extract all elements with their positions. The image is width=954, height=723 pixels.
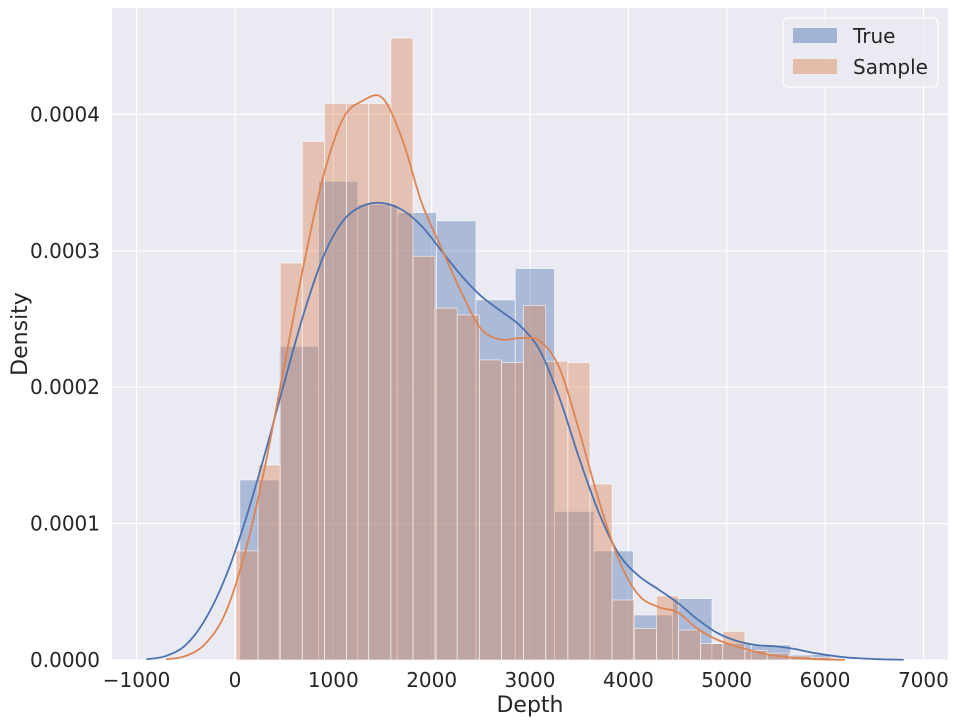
x-tick-label: 1000 <box>308 668 359 692</box>
legend-label-sample: Sample <box>853 55 928 79</box>
sample-histogram-bar <box>434 307 458 661</box>
sample-histogram-bar <box>545 360 569 661</box>
sample-histogram-bar <box>478 359 502 661</box>
sample-kde-line <box>165 94 845 661</box>
x-axis-label: Depth <box>496 693 563 718</box>
sample-histogram-bar <box>368 103 392 661</box>
sample-histogram-bar <box>678 629 702 661</box>
true-histogram-bar <box>318 180 359 661</box>
sample-histogram-bar <box>700 643 724 661</box>
x-tick-label: 7000 <box>898 668 949 692</box>
sample-histogram-bar <box>257 464 281 661</box>
legend: True Sample <box>782 17 939 88</box>
y-tick-label: 0.0003 <box>30 239 100 263</box>
y-tick-label: 0.0001 <box>30 512 100 536</box>
true-histogram-bar <box>436 220 477 661</box>
sample-histogram-bar <box>346 103 370 661</box>
x-tick-label: 3000 <box>505 668 556 692</box>
legend-box <box>782 17 939 88</box>
legend-swatch-sample <box>793 59 837 74</box>
sample-histogram-bar <box>279 262 303 661</box>
y-tick-label: 0.0004 <box>30 102 100 126</box>
sample-histogram-bar <box>655 595 679 661</box>
sample-histogram <box>235 37 834 661</box>
legend-label-true: True <box>852 24 895 48</box>
y-axis-ticks: 0.0000 0.0001 0.0002 0.0003 0.0004 <box>30 102 100 672</box>
true-histogram-bar <box>278 345 319 661</box>
y-tick-label: 0.0000 <box>30 648 100 672</box>
sample-histogram-bar <box>412 255 436 661</box>
x-tick-label: −1000 <box>103 668 171 692</box>
y-axis-label: Density <box>8 292 33 376</box>
sample-histogram-bar <box>235 550 259 661</box>
sample-histogram-bar <box>567 362 591 661</box>
x-axis-ticks: −1000 0 1000 2000 3000 4000 5000 6000 7000 <box>103 668 949 692</box>
x-tick-label: 6000 <box>800 668 851 692</box>
sample-histogram-bar <box>523 304 547 661</box>
x-tick-label: 5000 <box>701 668 752 692</box>
sample-histogram-bar <box>633 628 657 661</box>
sample-histogram-bar <box>324 103 347 661</box>
true-histogram-bar <box>632 614 674 661</box>
sample-histogram-bar <box>456 314 480 661</box>
kde-curves <box>146 94 904 661</box>
x-tick-label: 0 <box>229 668 242 692</box>
sample-histogram-bar <box>611 599 635 661</box>
x-tick-label: 2000 <box>406 668 457 692</box>
sample-histogram-bar <box>501 362 525 661</box>
true-histogram-bar <box>554 510 595 661</box>
sample-histogram-bar <box>390 37 414 661</box>
x-tick-label: 4000 <box>603 668 654 692</box>
true-kde-line <box>146 201 904 661</box>
legend-swatch-true <box>793 28 837 43</box>
true-histogram <box>239 180 831 661</box>
true-histogram-bar <box>514 268 555 661</box>
y-tick-label: 0.0002 <box>30 375 100 399</box>
